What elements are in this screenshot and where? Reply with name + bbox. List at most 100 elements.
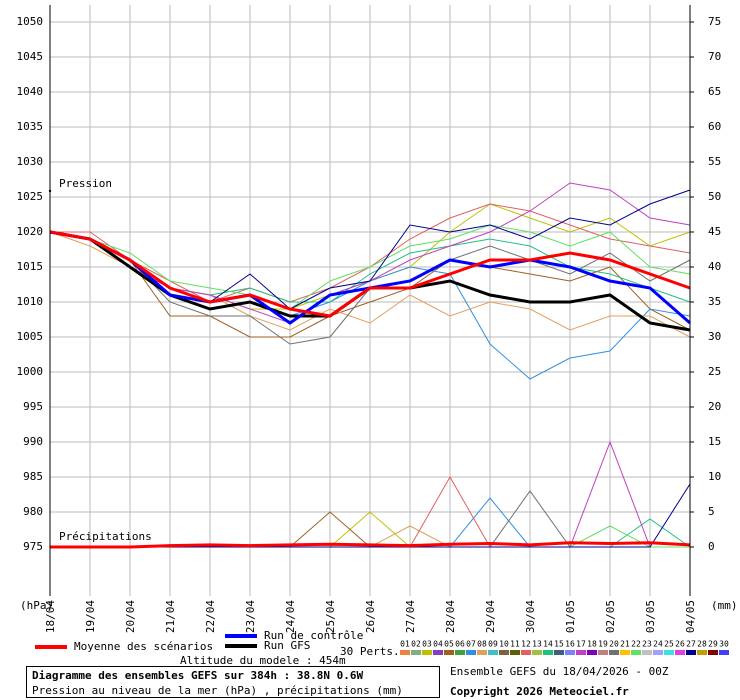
members-label: 30 Perts. [340,645,400,658]
title-box [26,666,440,698]
member-swatch [631,650,641,655]
y2-tick-label: 65 [708,85,721,98]
member-swatch [642,650,652,655]
member-code: 30 [719,640,729,649]
y-tick-label: 1020 [17,225,44,238]
y2-tick-label: 20 [708,400,721,413]
x-tick-label: 30/04 [524,600,537,633]
member-code: 04 [433,640,443,649]
y-tick-label: 1040 [17,85,44,98]
member-code: 21 [620,640,630,649]
series-line [49,230,691,318]
copyright: Copyright 2026 Meteociel.fr [450,685,629,698]
y-tick-label: 1025 [17,190,44,203]
member-code: 07 [466,640,476,649]
member-code: 12 [521,640,531,649]
y2-tick-label: 50 [708,190,721,203]
pressure-label: Pression [59,177,112,190]
y-tick-label: 975 [23,540,43,553]
member-code: 10 [499,640,509,649]
member-swatch [433,650,443,655]
x-tick-label: 19/04 [84,600,97,633]
y-tick-label: 1005 [17,330,44,343]
y2-tick-label: 25 [708,365,721,378]
member-code: 14 [543,640,553,649]
y-unit: (hPa) [20,599,53,612]
member-swatch [532,650,542,655]
run-info: Ensemble GEFS du 18/04/2026 - 00Z [450,665,669,678]
x-tick-label: 27/04 [404,600,417,633]
member-code: 02 [411,640,421,649]
x-tick-label: 26/04 [364,600,377,633]
member-code: 20 [609,640,619,649]
member-swatch [466,650,476,655]
member-code: 29 [708,640,718,649]
member-code: 09 [488,640,498,649]
x-tick-label: 25/04 [324,600,337,633]
member-swatch [620,650,630,655]
y-tick-label: 980 [23,505,43,518]
member-pressure-line [49,224,691,310]
member-swatch [598,650,608,655]
member-code: 13 [532,640,542,649]
y2-tick-label: 70 [708,50,721,63]
y2-tick-label: 45 [708,225,721,238]
y2-tick-label: 5 [708,505,715,518]
member-code: 19 [598,640,608,649]
y-tick-label: 1010 [17,295,44,308]
member-code: 18 [587,640,597,649]
member-swatch [543,650,553,655]
legend-label: Moyenne des scénarios [74,640,213,653]
member-code: 17 [576,640,586,649]
lines [49,182,691,549]
x-tick-label: 02/05 [604,600,617,633]
y2-tick-label: 30 [708,330,721,343]
x-tick-label: 03/05 [644,600,657,633]
member-swatch [697,650,707,655]
y2-tick-label: 60 [708,120,721,133]
member-swatch [664,650,674,655]
y2-tick-label: 10 [708,470,721,483]
mean-precip-line [50,541,691,549]
member-code: 26 [675,640,685,649]
member-swatch [708,650,718,655]
member-swatch [653,650,663,655]
member-code: 27 [686,640,696,649]
member-code: 08 [477,640,487,649]
x-tick-label: 18/04 [44,600,57,633]
x-tick-label: 04/05 [684,600,697,633]
member-pressure-line [49,231,691,338]
member-swatch [554,650,564,655]
y2-tick-label: 15 [708,435,721,448]
member-swatch [488,650,498,655]
y-tick-label: 985 [23,470,43,483]
y-tick-label: 1045 [17,50,44,63]
member-code: 24 [653,640,663,649]
member-swatch [510,650,520,655]
y-tick-label: 1000 [17,365,44,378]
member-swatch [477,650,487,655]
member-swatch [565,650,575,655]
member-code: 11 [510,640,520,649]
y-tick-label: 990 [23,435,43,448]
member-swatch [455,650,465,655]
y-tick-label: 1035 [17,120,44,133]
member-code: 23 [642,640,652,649]
x-tick-label: 29/04 [484,600,497,633]
y-tick-label: 995 [23,400,43,413]
member-swatch [444,650,454,655]
member-swatch [675,650,685,655]
legend-label: Run de contrôle [264,629,363,642]
x-tick-label: 20/04 [124,600,137,633]
precip-label: Précipitations [59,530,152,543]
member-swatch [411,650,421,655]
x-tick-label: 22/04 [204,600,217,633]
y2-tick-label: 55 [708,155,721,168]
member-swatch [576,650,586,655]
legend-label: Run GFS [264,639,310,652]
member-code: 28 [697,640,707,649]
y-tick-label: 1015 [17,260,44,273]
member-code: 25 [664,640,674,649]
member-swatch [400,650,410,655]
